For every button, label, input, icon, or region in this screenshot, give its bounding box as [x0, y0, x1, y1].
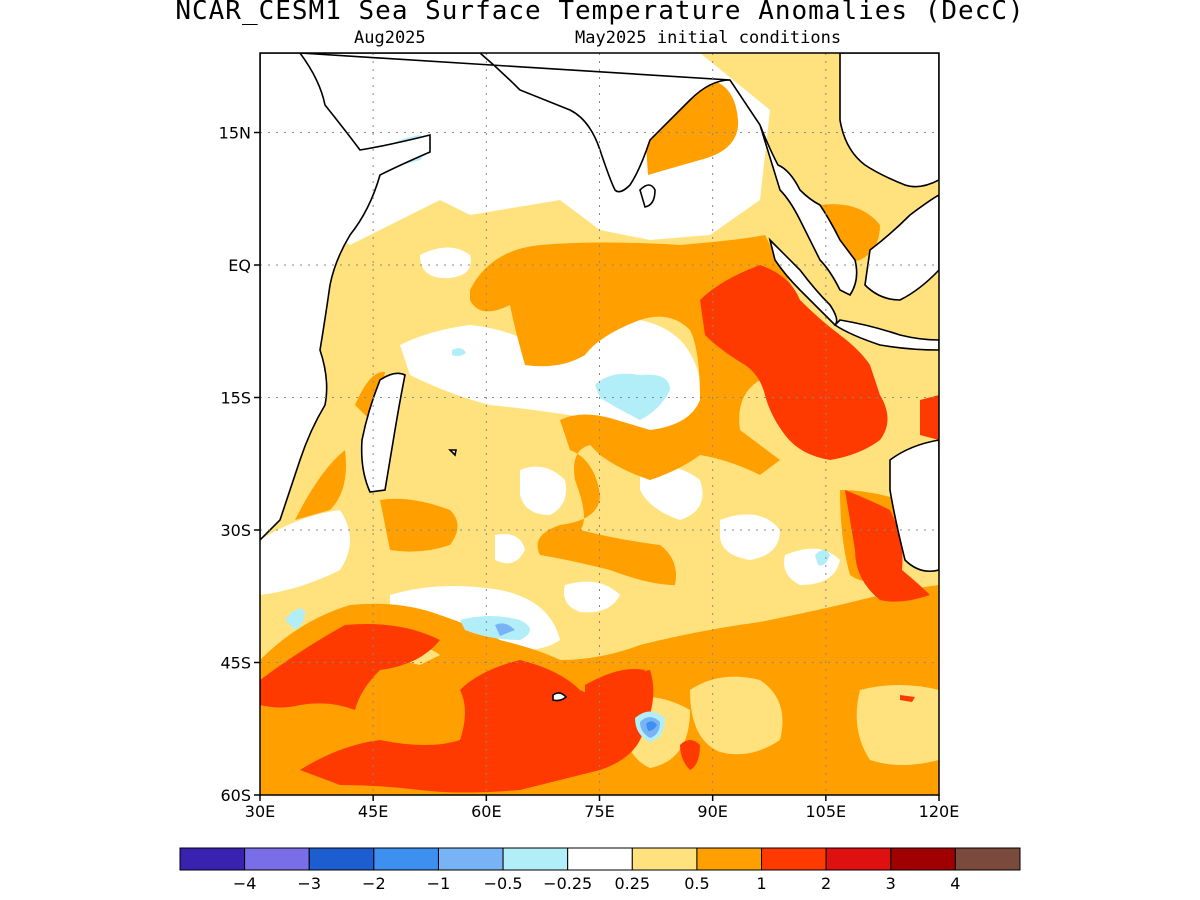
- lat-tick-label: 60S: [220, 786, 251, 805]
- africa-landmass: [260, 53, 431, 542]
- colorbar-label: −3: [297, 874, 321, 893]
- colorbar-swatch: [179, 847, 246, 871]
- colorbar-label: −4: [233, 874, 257, 893]
- chart-title: NCAR_CESM1 Sea Surface Temperature Anoma…: [175, 0, 1025, 26]
- lat-tick-label: 15N: [219, 124, 251, 143]
- kerguelen-island: [552, 692, 568, 702]
- colorbar-label: −2: [362, 874, 386, 893]
- colorbar-swatch: [761, 847, 827, 871]
- colorbar-label: −0.5: [484, 874, 523, 893]
- colorbar-swatch: [373, 847, 439, 871]
- lat-tick-label: 45S: [220, 654, 251, 673]
- colorbar-swatch: [244, 847, 310, 871]
- lon-tick-label: 120E: [919, 802, 960, 821]
- anomaly-field: [260, 53, 939, 795]
- lat-tick-label: 30S: [220, 521, 251, 540]
- colorbar-label: −0.25: [543, 874, 592, 893]
- lon-tick-label: 45E: [358, 802, 388, 821]
- colorbar-swatch: [696, 847, 763, 871]
- lat-tick-label: EQ: [228, 256, 251, 275]
- asia-landmass: [299, 53, 858, 297]
- sri-lanka: [639, 184, 656, 208]
- colorbar-swatch: [502, 847, 569, 871]
- colorbar-swatch: [954, 847, 1021, 871]
- java: [833, 319, 939, 351]
- colorbar-swatch: [437, 847, 504, 871]
- colorbar-swatch: [567, 847, 633, 871]
- colorbar-swatch: [308, 847, 375, 871]
- madagascar: [360, 372, 406, 493]
- mascarene-islands: [448, 449, 457, 457]
- colorbar-label: 3: [886, 874, 896, 893]
- colorbar: −4 −3 −2 −1 −0.5 −0.25 0.25 0.5 1 2 3 4: [179, 847, 1021, 893]
- sumatra: [768, 237, 838, 327]
- borneo: [864, 194, 939, 301]
- lon-tick-label: 60E: [471, 802, 501, 821]
- lon-tick-label: 75E: [584, 802, 614, 821]
- strong-positive-regions: [260, 265, 939, 793]
- graticule: [260, 53, 939, 795]
- colorbar-swatch: [631, 847, 698, 871]
- colorbar-label: −1: [427, 874, 451, 893]
- valid-month-label: Aug2025: [354, 28, 426, 48]
- lon-tick-label: 90E: [697, 802, 727, 821]
- lon-tick-label: 105E: [806, 802, 847, 821]
- lat-tick-label: 15S: [220, 389, 251, 408]
- lon-tick-label: 30E: [245, 802, 275, 821]
- colorbar-label: 4: [950, 874, 960, 893]
- indochina: [839, 53, 939, 188]
- init-conditions-label: May2025 initial conditions: [575, 28, 842, 48]
- colorbar-label: 2: [821, 874, 831, 893]
- australia-landmass: [889, 439, 939, 573]
- colorbar-label: 1: [756, 874, 766, 893]
- colorbar-swatch: [825, 847, 892, 871]
- colorbar-swatch: [890, 847, 956, 871]
- coastlines: [260, 53, 939, 702]
- colorbar-label: 0.25: [614, 874, 650, 893]
- colorbar-label: 0.5: [684, 874, 709, 893]
